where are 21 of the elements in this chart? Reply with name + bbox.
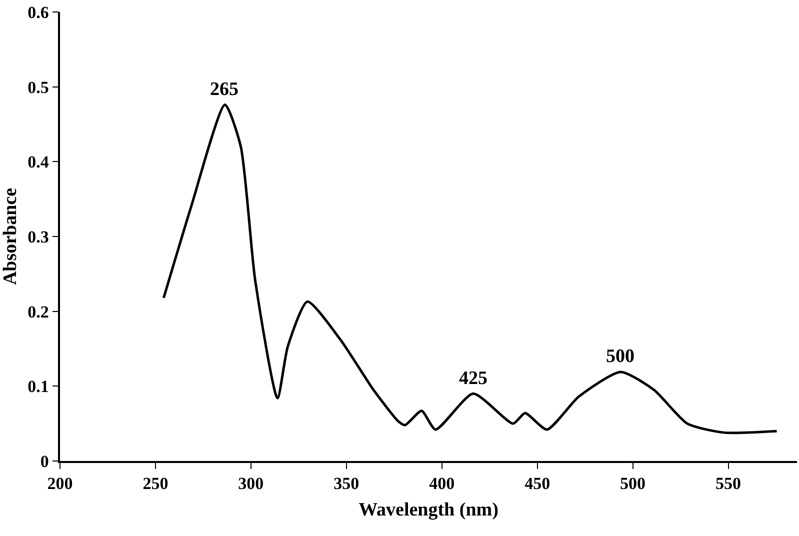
y-tick-label: 0.5 — [28, 78, 49, 97]
y-tick-label: 0.3 — [28, 227, 49, 246]
x-tick-label: 350 — [334, 474, 360, 494]
x-tick-label: 200 — [47, 474, 73, 494]
x-tick-label: 300 — [238, 474, 264, 494]
y-tick-label: 0.2 — [28, 302, 49, 322]
x-tick-label: 250 — [142, 474, 168, 494]
annotation: 265 — [210, 79, 238, 100]
annotation: 425 — [459, 368, 488, 389]
y-tick-label: 0 — [40, 452, 49, 471]
x-tick-label: 400 — [429, 474, 455, 494]
y-tick-label: 0.4 — [28, 152, 50, 172]
x-axis-title: Wavelength (nm) — [358, 499, 498, 520]
x-tick-label: 450 — [524, 474, 550, 494]
y-tick-label: 0.6 — [28, 2, 49, 22]
x-tick-label: 500 — [620, 474, 646, 494]
annotation: 500 — [606, 346, 634, 367]
y-axis-title: Absorbance — [0, 188, 21, 286]
line-series — [162, 104, 778, 434]
y-tick-label: 0.1 — [28, 377, 49, 396]
x-tick-label: 550 — [716, 474, 742, 494]
